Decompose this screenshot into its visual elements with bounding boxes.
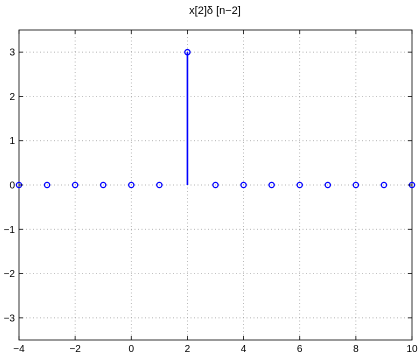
stem-marker	[71, 181, 79, 189]
stem-marker	[380, 181, 388, 189]
x-tick-label: −2	[69, 344, 81, 355]
x-tick-label: 2	[185, 344, 191, 355]
stem-marker	[240, 181, 247, 189]
stem-marker	[184, 48, 191, 56]
y-tick-label: −2	[4, 269, 16, 280]
x-axis-ticks: −4 −2 0 2 4 6 8 10	[13, 30, 418, 355]
x-tick-label: 0	[129, 344, 135, 355]
y-tick-label: −1	[4, 225, 16, 236]
x-tick-label: 10	[406, 344, 418, 355]
stem-series	[15, 48, 416, 189]
x-tick-label: 4	[241, 344, 247, 355]
chart-title: x[2]δ [n−2]	[189, 5, 241, 17]
x-tick-label: −4	[13, 344, 25, 355]
y-tick-label: 1	[9, 136, 15, 147]
x-tick-label: 6	[297, 344, 303, 355]
stem-marker	[156, 181, 163, 189]
stem-marker	[99, 181, 107, 189]
y-tick-label: 0	[9, 181, 15, 192]
stem-marker	[43, 181, 51, 189]
y-tick-label: 2	[9, 92, 15, 103]
y-axis-ticks: −3 −2 −1 0 1 2 3	[4, 48, 412, 324]
y-tick-label: −3	[4, 313, 16, 324]
x-tick-label: 8	[353, 344, 359, 355]
stem-marker	[352, 181, 360, 189]
stem-marker	[212, 181, 219, 189]
stem-marker	[268, 181, 275, 189]
stem-marker	[128, 181, 135, 189]
y-tick-label: 3	[9, 48, 15, 59]
stem-marker	[324, 181, 332, 189]
stem-marker	[296, 181, 303, 189]
